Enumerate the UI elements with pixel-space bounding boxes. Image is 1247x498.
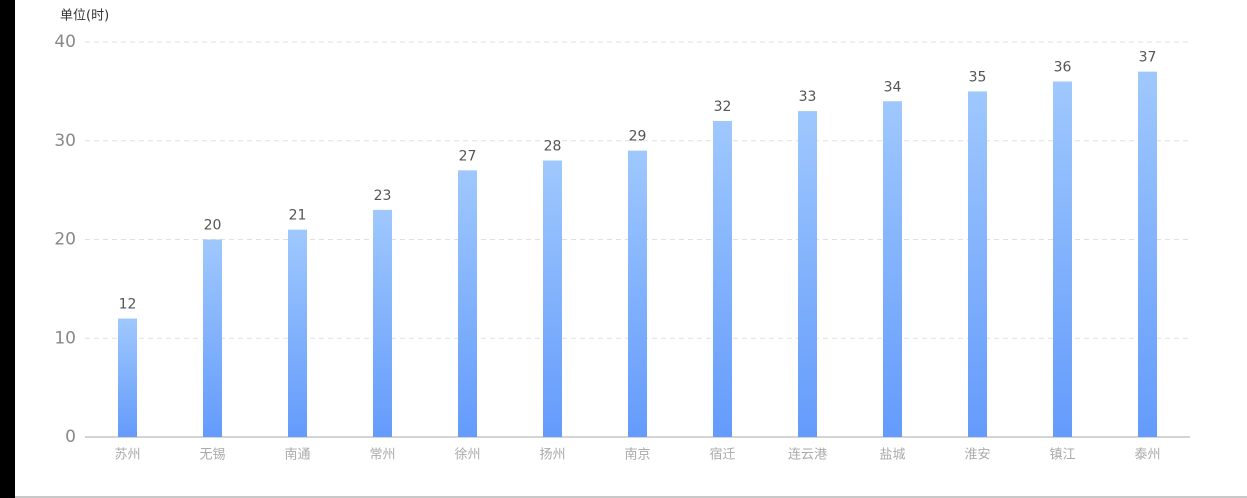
y-tick-label: 30 [54,131,76,151]
x-tick-label: 泰州 [1134,448,1160,463]
bar [458,170,477,437]
bar [713,121,732,437]
x-tick-label: 苏州 [114,447,140,463]
x-tick-label: 南通 [284,447,310,463]
x-tick-label: 南京 [624,447,650,463]
y-tick-label: 10 [54,328,76,348]
x-tick-label: 镇江 [1049,448,1075,463]
x-tick-label: 宿迁 [709,447,735,463]
value-label: 35 [969,69,987,85]
x-tick-label: 连云港 [788,447,827,463]
bottom-border [15,496,1247,498]
x-tick-label: 常州 [369,448,395,463]
y-tick-label: 40 [54,32,76,52]
bar [203,239,222,437]
x-tick-label: 徐州 [454,448,480,463]
value-label: 37 [1139,50,1157,66]
value-label: 27 [459,148,477,164]
bar [373,209,392,437]
bar [118,318,137,437]
bar [288,229,307,437]
y-axis-label: 单位(时) [60,9,109,24]
y-tick-label: 20 [54,230,76,250]
x-tick-label: 淮安 [964,448,990,463]
value-label: 20 [204,218,222,234]
bar [968,91,987,437]
left-edge [0,0,15,498]
x-tick-label: 盐城 [879,448,905,463]
value-label: 23 [374,188,392,204]
value-label: 12 [119,297,137,313]
value-label: 21 [289,208,307,224]
bar [1053,81,1072,437]
value-label: 36 [1054,60,1072,76]
bar [1138,71,1157,437]
value-label: 34 [884,79,902,95]
value-label: 28 [544,139,562,155]
value-label: 29 [629,129,647,145]
bar [543,160,562,437]
value-label: 32 [714,99,732,115]
x-tick-label: 无锡 [199,448,225,463]
x-tick-label: 扬州 [539,448,565,463]
bar [883,101,902,437]
bar [628,150,647,437]
bar [798,111,817,437]
value-label: 33 [799,89,817,105]
y-tick-label: 0 [65,427,76,447]
